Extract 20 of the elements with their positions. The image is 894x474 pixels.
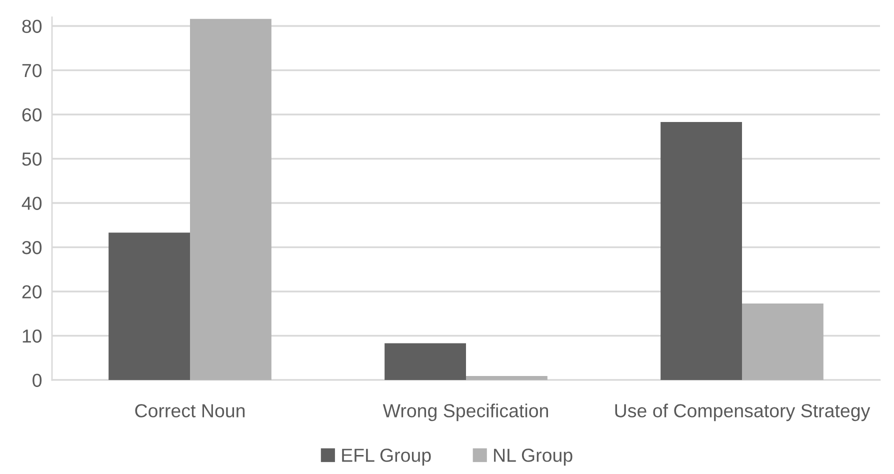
y-tick-label: 10 bbox=[22, 329, 42, 343]
bar bbox=[742, 303, 824, 380]
bar bbox=[108, 232, 190, 380]
y-tick-label: 20 bbox=[22, 285, 42, 298]
y-tick-label: 60 bbox=[22, 108, 42, 122]
y-tick-label: 30 bbox=[22, 240, 42, 254]
bar bbox=[190, 18, 272, 380]
bar bbox=[466, 376, 548, 380]
bar bbox=[660, 122, 742, 380]
y-tick-label: 70 bbox=[22, 64, 42, 78]
bar bbox=[384, 343, 466, 380]
y-tick-label: 40 bbox=[22, 196, 42, 210]
y-tick-label: 50 bbox=[22, 152, 42, 166]
x-tick-label: Correct Noun bbox=[135, 404, 245, 418]
y-tick-label: 0 bbox=[32, 374, 42, 387]
x-tick-label: Use of Compensatory Strategy bbox=[615, 404, 870, 422]
legend-label: EFL Group bbox=[342, 448, 431, 466]
y-tick-label: 80 bbox=[22, 20, 42, 33]
legend-label: NL Group bbox=[494, 448, 572, 466]
x-tick-label: Wrong Specification bbox=[382, 404, 548, 422]
